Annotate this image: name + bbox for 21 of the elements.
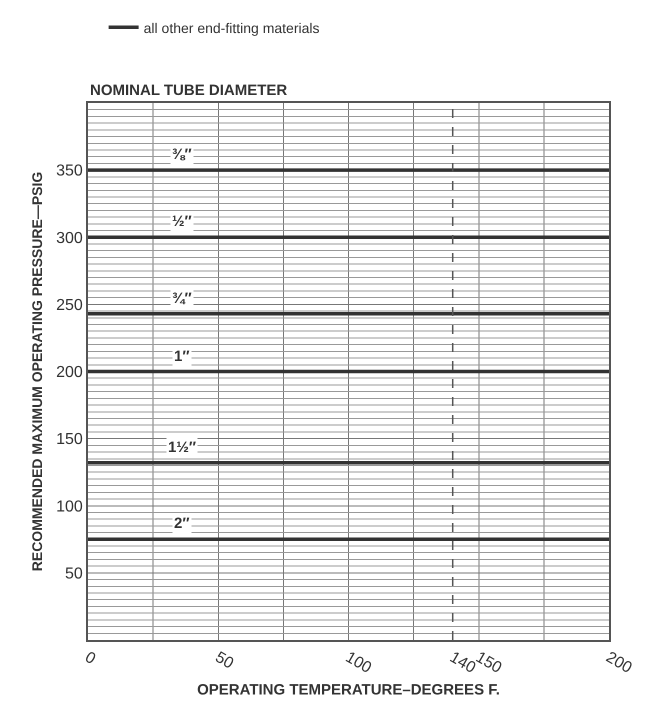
series-label: ¾″ <box>172 290 192 307</box>
y-tick-label: 350 <box>56 162 83 180</box>
chart-title: NOMINAL TUBE DIAMETER <box>90 82 288 99</box>
y-tick-label: 150 <box>56 431 83 448</box>
y-tick-label: 100 <box>56 498 83 516</box>
series-label: ⅜″ <box>172 146 192 163</box>
series-label: 1½″ <box>168 439 196 456</box>
legend-title: all other end-fitting materials <box>144 20 320 36</box>
y-tick-label: 50 <box>65 565 83 582</box>
y-tick-label: 250 <box>56 296 83 314</box>
x-tick-label: 50 <box>212 648 236 673</box>
x-tick-label: 100 <box>342 648 374 677</box>
y-tick-label: 300 <box>56 230 83 247</box>
y-axis-title: RECOMMENDED MAXIMUM OPERATING PRESSURE—PSIG <box>29 172 46 572</box>
x-tick-label: 200 <box>603 648 635 677</box>
series-label: 1″ <box>174 348 190 365</box>
x-tick-label: 0 <box>82 648 98 668</box>
series-label: ½″ <box>172 213 192 230</box>
y-tick-label: 200 <box>56 364 83 382</box>
x-axis-title: OPERATING TEMPERATURE–DEGREES F. <box>197 681 500 698</box>
series-label: 2″ <box>174 515 190 532</box>
